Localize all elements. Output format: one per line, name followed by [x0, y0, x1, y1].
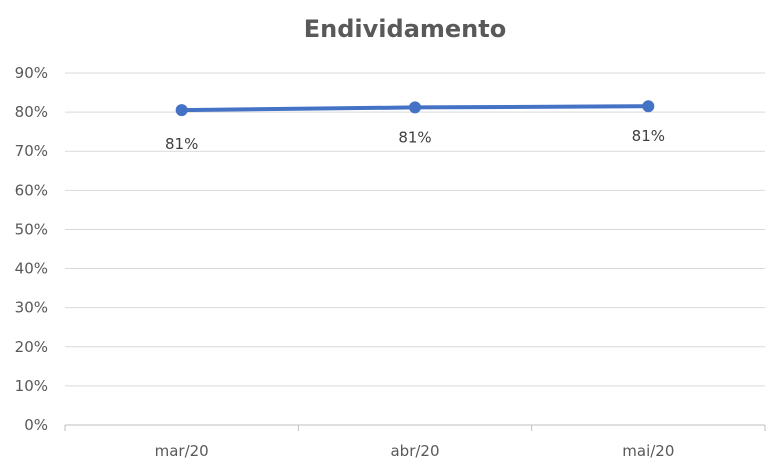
y-tick-label: 80%	[15, 103, 48, 121]
x-tick-label: mar/20	[155, 442, 209, 458]
y-tick-label: 90%	[15, 64, 48, 82]
y-tick-label: 60%	[15, 181, 48, 199]
data-point-marker	[409, 101, 421, 114]
data-label: 81%	[398, 128, 431, 146]
series	[175, 100, 655, 117]
x-tick-label: abr/20	[390, 442, 439, 458]
y-tick-label: 10%	[15, 377, 48, 395]
y-tick-label: 70%	[15, 142, 48, 160]
data-point-marker	[175, 104, 188, 117]
y-tick-label: 30%	[15, 299, 48, 317]
data-label: 81%	[632, 127, 665, 145]
y-tick-label: 40%	[15, 260, 48, 278]
chart-title: Endividamento	[304, 15, 506, 43]
y-tick-label: 0%	[24, 416, 48, 434]
y-tick-label: 50%	[15, 220, 48, 238]
gridlines	[65, 72, 765, 387]
labels: 81% 81% 81%	[165, 127, 665, 153]
axes: 0% 10% 20% 30% 40% 50% 60% 70% 80% 90% mar/20 abr/2…	[15, 64, 766, 458]
y-tick-label: 20%	[15, 338, 48, 356]
x-tick-label: mai/20	[622, 442, 674, 458]
data-label: 81%	[165, 135, 198, 153]
data-point-marker	[642, 100, 655, 113]
